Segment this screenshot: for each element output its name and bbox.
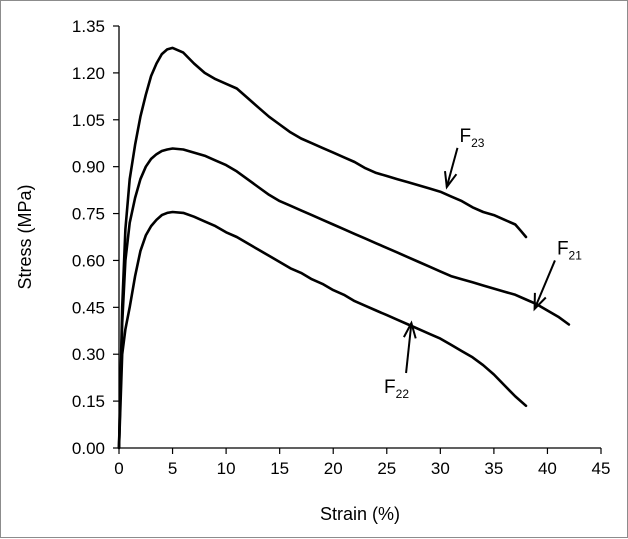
y-tick-label: 1.05	[72, 111, 105, 130]
annotation-arrowhead-23	[444, 170, 458, 190]
y-tick-label: 0.00	[72, 439, 105, 458]
series-layer	[117, 46, 571, 450]
x-tick-label: 40	[538, 459, 557, 478]
y-tick-label: 0.15	[72, 392, 105, 411]
series-line-f22	[117, 210, 528, 450]
annotation-arrow-21	[533, 260, 556, 310]
annotation-layer: F23 F21 F22	[384, 126, 582, 401]
x-tick-label: 5	[168, 459, 177, 478]
x-tick-label: 10	[217, 459, 236, 478]
y-tick-label: 0.75	[72, 205, 105, 224]
y-axis-title: Stress (MPa)	[15, 184, 35, 289]
annotation-label-21: F21	[557, 238, 582, 262]
x-axis-title: Strain (%)	[320, 504, 400, 524]
axes: 0.00 0.15 0.30 0.45 0.60 0.75 0.90 1.05 1.20 1.35…	[72, 17, 611, 478]
x-tick-label: 0	[114, 459, 123, 478]
y-tick-label: 1.35	[72, 17, 105, 36]
x-tick-label: 45	[592, 459, 611, 478]
x-tick-label: 25	[377, 459, 396, 478]
series-line-f23	[117, 46, 528, 450]
y-tick-label: 0.45	[72, 298, 105, 317]
x-tick-label: 20	[324, 459, 343, 478]
annotation-label-23: F23	[459, 126, 484, 150]
annotation-arrowhead-21	[533, 292, 547, 312]
annotation-arrow-23	[445, 147, 459, 188]
series-line-f21	[117, 147, 571, 450]
annotation-arrowhead-22	[403, 320, 417, 339]
y-tick-label: 0.90	[72, 158, 105, 177]
y-tick-label: 0.30	[72, 345, 105, 364]
annotation-arrow-22	[405, 322, 413, 374]
x-tick-label: 30	[431, 459, 450, 478]
y-tick-label: 0.60	[72, 251, 105, 270]
annotation-label-22: F22	[384, 377, 409, 401]
x-tick-label: 35	[484, 459, 503, 478]
y-tick-label: 1.20	[72, 64, 105, 83]
x-tick-label: 15	[270, 459, 289, 478]
